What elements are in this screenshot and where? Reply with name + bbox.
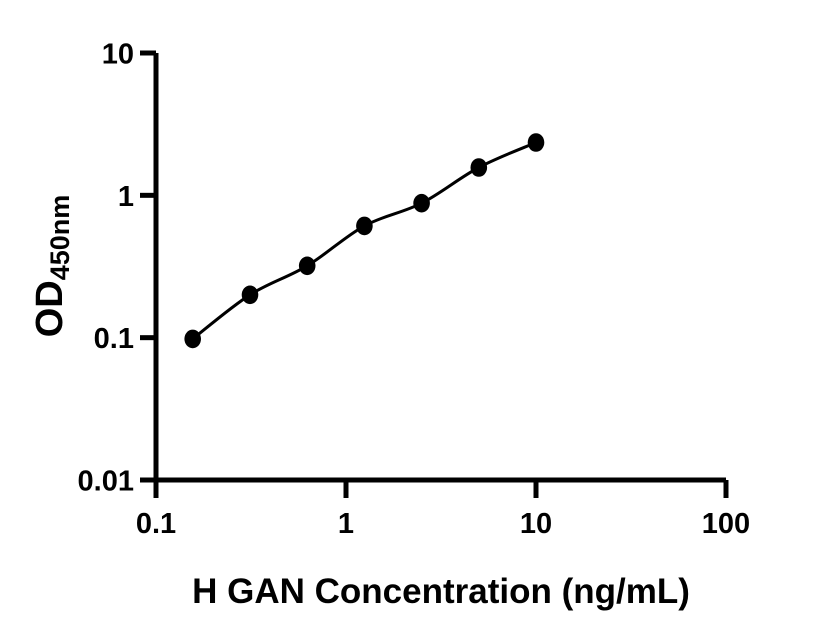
- y-axis-title-subscript: 450nm: [45, 194, 75, 281]
- y-tick-label: 0.01: [78, 465, 134, 497]
- data-point-marker: [470, 158, 488, 177]
- x-tick-label: 100: [702, 508, 750, 540]
- data-point-marker: [413, 193, 430, 213]
- y-tick-label: 0.1: [94, 323, 134, 355]
- data-point-marker: [241, 285, 259, 305]
- axis-spines: [153, 53, 726, 483]
- data-point-marker: [356, 216, 373, 236]
- data-point-marker: [184, 329, 201, 349]
- x-axis-title: H GAN Concentration (ng/mL): [192, 572, 690, 611]
- y-axis-title-main: OD: [29, 280, 71, 338]
- y-axis-title: OD450nm: [27, 191, 75, 341]
- y-tick-label: 1: [118, 181, 134, 213]
- data-point-marker: [527, 133, 545, 152]
- y-tick-label: 10: [102, 38, 134, 70]
- x-tick-label: 1: [338, 508, 354, 540]
- data-point-marker: [298, 256, 316, 276]
- x-tick-label: 10: [520, 508, 552, 540]
- x-tick-label: 0.1: [136, 508, 176, 540]
